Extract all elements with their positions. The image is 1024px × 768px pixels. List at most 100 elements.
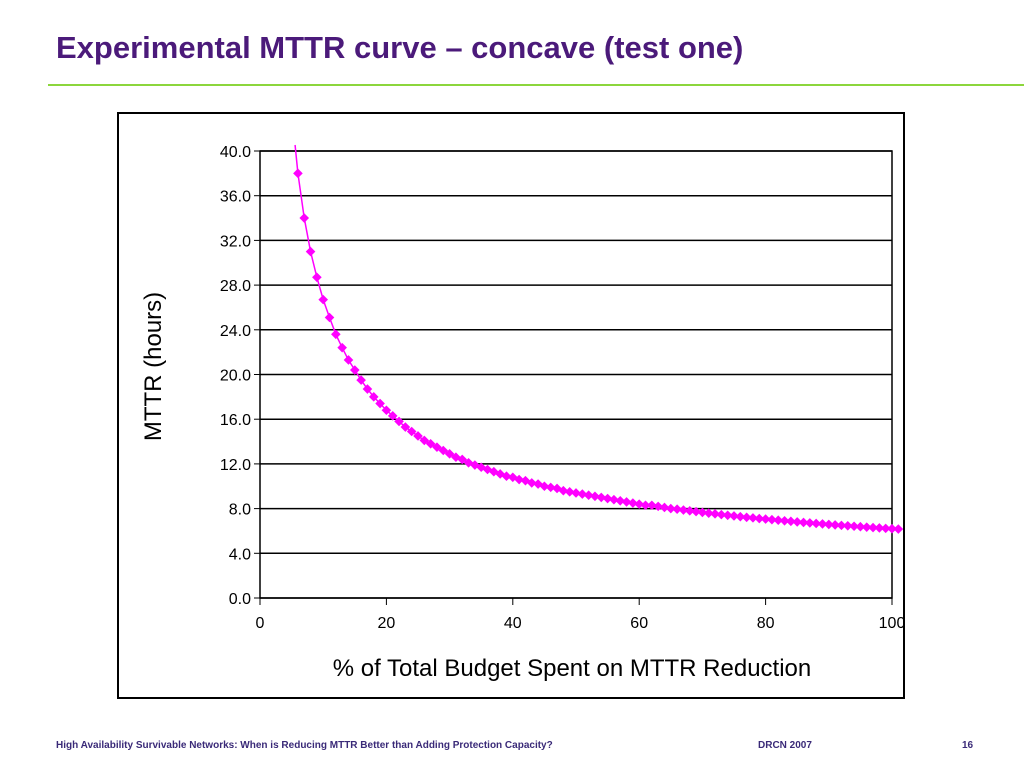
- data-point: [438, 445, 449, 456]
- data-point: [805, 518, 815, 528]
- data-point: [722, 510, 733, 521]
- y-tick-label: 36.0: [220, 189, 251, 206]
- data-point: [754, 513, 765, 524]
- data-point: [375, 398, 385, 409]
- data-point: [748, 513, 758, 523]
- data-point: [318, 294, 328, 305]
- data-point: [501, 471, 512, 481]
- y-tick-label: 16.0: [220, 412, 251, 429]
- y-tick-label: 4.0: [229, 546, 251, 563]
- footer-title: High Availability Survivable Networks: W…: [56, 740, 553, 751]
- data-point: [817, 519, 828, 529]
- data-point: [533, 479, 543, 489]
- data-point: [741, 512, 752, 523]
- data-point: [653, 501, 663, 512]
- data-point: [666, 503, 676, 514]
- data-point: [526, 478, 537, 488]
- data-point: [697, 507, 708, 518]
- data-point: [830, 520, 840, 530]
- data-point: [773, 515, 784, 526]
- data-point: [400, 422, 411, 432]
- data-point: [640, 500, 651, 511]
- data-point: [792, 517, 802, 527]
- data-point: [394, 416, 404, 427]
- data-point: [406, 426, 417, 437]
- data-point: [634, 499, 644, 509]
- data-point: [628, 498, 638, 508]
- data-point: [337, 342, 347, 353]
- chart-frame: 0.0 4.0 8.0 12.0 16.0 20.0 24.0 28.0 32.0 36.0 40.…: [117, 112, 905, 699]
- data-point: [590, 491, 600, 502]
- data-point: [539, 481, 550, 492]
- data-series: [293, 144, 903, 534]
- title-divider: [48, 84, 1024, 86]
- y-tick-label: 40.0: [220, 144, 251, 161]
- data-point: [798, 517, 809, 528]
- x-tick-label: 40: [504, 615, 522, 632]
- data-point: [470, 460, 480, 470]
- y-axis-label: MTTR (hours): [140, 292, 167, 441]
- mttr-chart: 0.0 4.0 8.0 12.0 16.0 20.0 24.0 28.0 32.0 36.0 40.…: [140, 144, 903, 682]
- x-axis-label: % of Total Budget Spent on MTTR Reductio…: [333, 655, 812, 682]
- data-point: [558, 485, 569, 496]
- data-point: [786, 516, 796, 527]
- data-point: [293, 168, 303, 179]
- data-point: [861, 522, 872, 532]
- data-point: [855, 521, 866, 532]
- data-point: [489, 466, 499, 477]
- data-point: [514, 474, 524, 485]
- y-tick-label: 20.0: [220, 368, 251, 385]
- data-point: [868, 522, 878, 533]
- data-point: [621, 497, 632, 507]
- data-point: [659, 502, 670, 513]
- data-point: [432, 442, 442, 452]
- data-point: [413, 431, 423, 441]
- data-point: [602, 493, 613, 504]
- data-point: [583, 490, 594, 500]
- data-point: [457, 454, 468, 465]
- data-point: [880, 523, 891, 534]
- data-point: [684, 506, 695, 516]
- y-tick-label: 8.0: [229, 502, 251, 519]
- x-tick-label: 60: [630, 615, 648, 632]
- x-tick-label: 20: [378, 615, 396, 632]
- data-point: [678, 505, 689, 515]
- data-point: [672, 504, 682, 514]
- data-point: [564, 487, 575, 497]
- data-point: [482, 464, 493, 475]
- data-point: [444, 449, 455, 459]
- data-point: [710, 509, 720, 519]
- data-point: [691, 506, 701, 517]
- data-point: [381, 405, 392, 416]
- y-tick-label: 32.0: [220, 233, 251, 250]
- data-point: [356, 375, 366, 385]
- data-point: [305, 246, 316, 257]
- data-point: [647, 500, 657, 511]
- data-point: [362, 384, 373, 394]
- y-tick-label: 12.0: [220, 457, 251, 474]
- data-point: [596, 492, 607, 503]
- slide-title: Experimental MTTR curve – concave (test …: [56, 30, 744, 65]
- data-point: [343, 355, 354, 365]
- data-point: [767, 514, 777, 525]
- data-point: [350, 365, 360, 375]
- series-line: [294, 144, 899, 530]
- y-tick-label: 28.0: [220, 278, 251, 295]
- data-point: [425, 438, 436, 449]
- data-point: [324, 312, 335, 323]
- data-point: [312, 272, 322, 283]
- data-point: [887, 523, 897, 534]
- page-number: 16: [962, 740, 974, 751]
- data-point: [495, 469, 505, 479]
- data-point: [874, 523, 885, 533]
- data-point: [545, 482, 556, 493]
- data-point: [716, 509, 727, 520]
- data-point: [577, 489, 588, 499]
- data-point: [893, 524, 903, 534]
- data-point: [836, 520, 847, 531]
- data-point: [735, 511, 746, 522]
- data-point: [387, 411, 398, 421]
- x-tick-label: 80: [757, 615, 775, 632]
- data-point: [331, 329, 341, 340]
- x-tick-label: 0: [256, 615, 265, 632]
